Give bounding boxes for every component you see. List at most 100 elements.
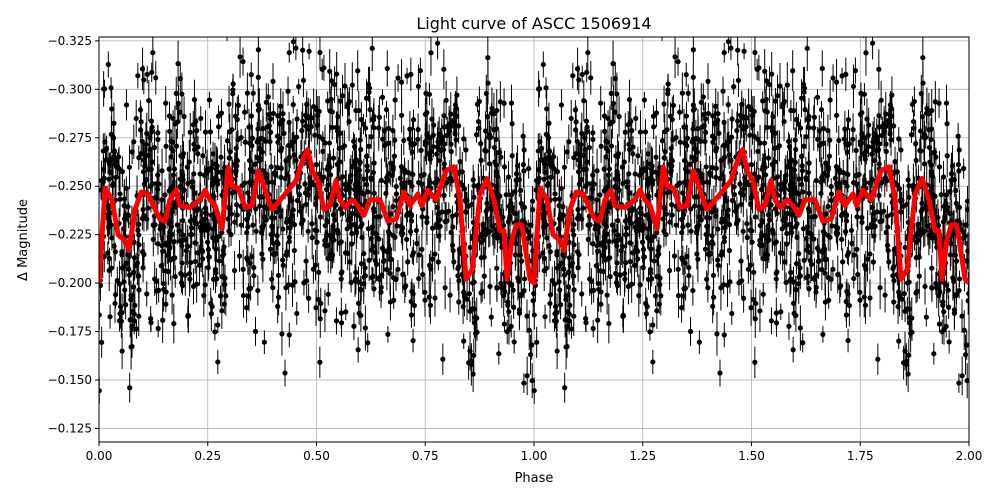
point-marker — [136, 314, 141, 319]
point-marker — [940, 299, 945, 304]
data-point — [697, 330, 702, 354]
point-marker — [443, 285, 448, 290]
data-point — [203, 110, 208, 154]
point-marker — [722, 332, 727, 337]
data-point — [863, 287, 868, 324]
point-marker — [269, 164, 274, 169]
point-marker — [717, 370, 722, 375]
point-marker — [381, 259, 386, 264]
chart-title: Light curve of ASCC 1506914 — [416, 14, 651, 33]
point-marker — [570, 73, 575, 78]
point-marker — [145, 205, 150, 210]
point-marker — [243, 140, 248, 145]
point-marker — [300, 48, 305, 53]
point-marker — [350, 82, 355, 87]
point-marker — [327, 140, 332, 145]
point-marker — [672, 253, 677, 258]
point-marker — [663, 149, 668, 154]
point-marker — [224, 27, 229, 32]
point-marker — [553, 304, 558, 309]
point-marker — [286, 120, 291, 125]
data-point — [947, 330, 952, 353]
point-marker — [153, 75, 158, 80]
data-point — [318, 288, 323, 319]
point-marker — [816, 259, 821, 264]
point-marker — [509, 324, 514, 329]
point-marker — [372, 160, 377, 165]
point-marker — [442, 161, 447, 166]
data-point — [525, 356, 530, 395]
point-marker — [134, 326, 139, 331]
point-marker — [721, 143, 726, 148]
point-marker — [416, 276, 421, 281]
point-marker — [828, 97, 833, 102]
data-point — [279, 312, 284, 356]
point-marker — [574, 119, 579, 124]
data-point — [735, 35, 740, 66]
data-point — [542, 305, 547, 329]
data-point — [428, 287, 433, 324]
point-marker — [174, 91, 179, 96]
point-marker — [714, 331, 719, 336]
point-marker — [124, 186, 129, 191]
point-marker — [947, 189, 952, 194]
point-marker — [418, 173, 423, 178]
point-marker — [482, 274, 487, 279]
point-marker — [287, 332, 292, 337]
data-point — [741, 2, 746, 25]
point-marker — [715, 257, 720, 262]
point-marker — [325, 98, 330, 103]
point-marker — [807, 160, 812, 165]
point-marker — [851, 84, 856, 89]
data-point — [106, 51, 111, 77]
point-marker — [820, 332, 825, 337]
data-point — [961, 158, 966, 178]
data-point — [753, 288, 758, 319]
point-marker — [262, 340, 267, 345]
point-marker — [878, 285, 883, 290]
point-marker — [156, 326, 161, 331]
point-marker — [947, 339, 952, 344]
point-marker — [628, 119, 633, 124]
data-point — [814, 158, 819, 202]
point-marker — [697, 340, 702, 345]
point-marker — [318, 214, 323, 219]
point-marker — [235, 212, 240, 217]
point-marker — [729, 116, 734, 121]
point-marker — [762, 69, 767, 74]
data-point — [432, 279, 437, 316]
point-marker — [171, 172, 176, 177]
point-marker — [485, 80, 490, 85]
point-marker — [364, 154, 369, 159]
point-marker — [729, 135, 734, 140]
point-marker — [131, 270, 136, 275]
point-marker — [788, 7, 793, 12]
point-marker — [227, 155, 232, 160]
point-marker — [591, 326, 596, 331]
point-marker — [650, 322, 655, 327]
data-point — [654, 99, 659, 127]
point-marker — [956, 380, 961, 385]
point-marker — [150, 50, 155, 55]
point-marker — [945, 153, 950, 158]
point-marker — [140, 207, 145, 212]
point-marker — [435, 41, 440, 46]
data-point — [826, 292, 831, 309]
point-marker — [726, 39, 731, 44]
point-marker — [933, 281, 938, 286]
point-marker — [659, 27, 664, 32]
point-marker — [741, 11, 746, 16]
point-marker — [802, 107, 807, 112]
point-marker — [285, 89, 290, 94]
point-marker — [526, 166, 531, 171]
point-marker — [851, 276, 856, 281]
point-marker — [430, 226, 435, 231]
point-marker — [321, 65, 326, 70]
data-point — [148, 313, 153, 332]
point-marker — [627, 191, 632, 196]
point-marker — [580, 72, 585, 77]
point-marker — [735, 48, 740, 53]
data-point — [136, 146, 141, 170]
point-marker — [322, 308, 327, 313]
point-marker — [862, 294, 867, 299]
